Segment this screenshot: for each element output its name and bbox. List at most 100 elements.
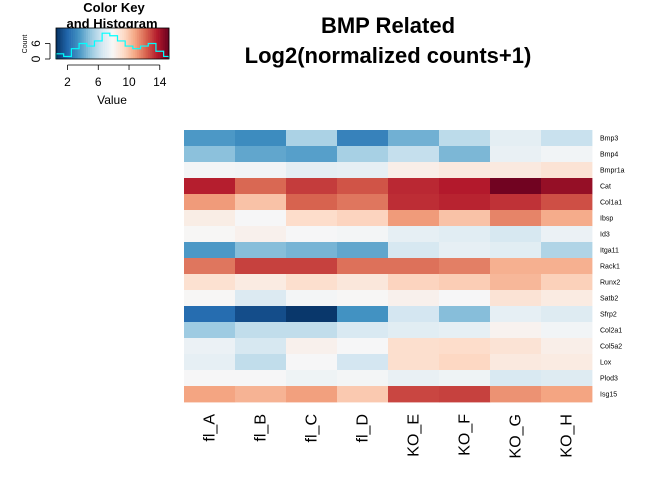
heatmap-cell-Col5a2-KO_F [439, 338, 491, 355]
heatmap-cell-Runx2-KO_G [490, 274, 542, 291]
heatmap-cell-Itga11-fl_A [184, 242, 236, 259]
heatmap-cell-Itga11-KO_F [439, 242, 491, 259]
heatmap-cell-Plod3-fl_D [337, 370, 389, 387]
color-key-x-label: Value [97, 93, 127, 107]
heatmap-cell-Col2a1-fl_D [337, 322, 389, 339]
color-key-y-label: Count [22, 35, 29, 54]
heatmap-cell-Itga11-fl_B [235, 242, 287, 259]
heatmap-cell-Col5a2-fl_C [286, 338, 338, 355]
heatmap-cell-Isg15-KO_G [490, 386, 542, 403]
heatmap-cell-Isg15-KO_E [388, 386, 440, 403]
heatmap-cell-Rack1-KO_G [490, 258, 542, 275]
heatmap-cell-Bmp3-KO_F [439, 130, 491, 147]
heatmap-cell-Id3-fl_A [184, 226, 236, 243]
color-key-swatch [72, 28, 76, 59]
heatmap-cell-Id3-KO_G [490, 226, 542, 243]
heatmap-cell-Ibsp-KO_E [388, 210, 440, 227]
heatmap-cell-Runx2-fl_B [235, 274, 287, 291]
color-key-swatch [146, 28, 149, 59]
color-key-x-tick-label: 6 [95, 75, 102, 89]
heatmap-cell-Satb2-fl_B [235, 290, 287, 307]
heatmap-cell-Itga11-fl_D [337, 242, 389, 259]
heatmap-cell-Sfrp2-fl_B [235, 306, 287, 323]
heatmap-cell-Bmp4-fl_D [337, 146, 389, 163]
heatmap-cell-Col5a2-fl_A [184, 338, 236, 355]
heatmap-cell-Runx2-KO_E [388, 274, 440, 291]
color-key: Color Key and Histogram 2 6 10 14 06 Value … [22, 0, 170, 107]
heatmap-cell-Sfrp2-fl_C [286, 306, 338, 323]
heatmap-cell-Isg15-fl_B [235, 386, 287, 403]
heatmap-row-labels: Bmp3 Bmp4 Bmpr1a Cat Col1a1 Ibsp Id3 Itga11 Rack… [600, 136, 625, 399]
heatmap-cell-Sfrp2-KO_H [541, 306, 593, 323]
column-label-KO_G: KO_G [508, 414, 525, 458]
heatmap-cell-Col1a1-fl_D [337, 194, 389, 211]
color-key-swatch [159, 28, 162, 59]
color-key-swatch [125, 28, 128, 59]
heatmap-cells [184, 130, 593, 403]
heatmap-cell-Ibsp-KO_G [490, 210, 542, 227]
color-key-swatch [131, 28, 134, 59]
heatmap-cell-Col2a1-fl_C [286, 322, 338, 339]
color-key-swatch [167, 28, 170, 59]
color-key-swatch [69, 28, 72, 59]
color-key-swatch [138, 28, 142, 59]
column-label-fl_C: fl_C [304, 414, 321, 442]
row-label-Itga11: Itga11 [600, 248, 619, 255]
row-label-Isg15: Isg15 [600, 392, 617, 399]
heatmap-cell-Sfrp2-KO_F [439, 306, 491, 323]
heatmap-cell-Sfrp2-KO_E [388, 306, 440, 323]
heatmap-cell-Bmp4-fl_B [235, 146, 287, 163]
color-key-swatch [155, 28, 158, 59]
color-key-x-tick-label: 14 [153, 75, 167, 89]
heatmap-cell-Bmpr1a-fl_C [286, 162, 338, 179]
color-key-swatch [95, 28, 98, 59]
color-key-swatch [142, 28, 145, 59]
heatmap-cell-Bmp3-fl_D [337, 130, 389, 147]
heatmap-cell-Bmp4-fl_A [184, 146, 236, 163]
color-key-y-tick-label: 0 [29, 55, 43, 62]
color-key-histogram [55, 32, 170, 59]
heatmap-cell-Satb2-KO_F [439, 290, 491, 307]
heatmap-cell-Bmp4-KO_E [388, 146, 440, 163]
row-label-Col5a2: Col5a2 [600, 344, 622, 351]
heatmap-cell-Bmpr1a-KO_H [541, 162, 593, 179]
heatmap-cell-Sfrp2-fl_A [184, 306, 236, 323]
heatmap-cell-Col2a1-KO_F [439, 322, 491, 339]
color-key-swatch [89, 28, 93, 59]
heatmap-cell-Bmpr1a-KO_F [439, 162, 491, 179]
heatmap-cell-Lox-fl_C [286, 354, 338, 371]
column-label-KO_E: KO_E [406, 414, 423, 457]
heatmap-cell-Bmp4-KO_F [439, 146, 491, 163]
row-label-Col2a1: Col2a1 [600, 328, 622, 335]
heatmap-cell-Plod3-KO_F [439, 370, 491, 387]
heatmap-cell-Col5a2-fl_B [235, 338, 287, 355]
color-key-swatch [165, 28, 168, 59]
heatmap-cell-Satb2-fl_C [286, 290, 338, 307]
heatmap-cell-Cat-KO_H [541, 178, 593, 195]
heatmap-cell-Ibsp-fl_A [184, 210, 236, 227]
color-key-swatch [112, 28, 115, 59]
heatmap-cell-Bmp3-fl_A [184, 130, 236, 147]
color-key-swatch [103, 28, 106, 59]
heatmap-cell-Runx2-KO_F [439, 274, 491, 291]
heatmap-cell-Itga11-KO_G [490, 242, 542, 259]
color-key-swatch [57, 28, 61, 59]
heatmap-cell-Bmpr1a-fl_D [337, 162, 389, 179]
color-key-swatch [99, 28, 102, 59]
heatmap-cell-Isg15-KO_H [541, 386, 593, 403]
color-key-title-line1: Color Key [83, 0, 145, 15]
heatmap-cell-Bmp3-KO_G [490, 130, 542, 147]
heatmap-cell-Cat-KO_E [388, 178, 440, 195]
heatmap-cell-Satb2-fl_A [184, 290, 236, 307]
heatmap-cell-Bmpr1a-KO_G [490, 162, 542, 179]
heatmap-cell-Id3-KO_H [541, 226, 593, 243]
heatmap-cell-Lox-fl_D [337, 354, 389, 371]
row-label-Plod3: Plod3 [600, 376, 618, 383]
color-key-x-axis: 2 6 10 14 [64, 64, 167, 89]
color-key-swatch [106, 28, 110, 59]
color-key-swatch [135, 28, 138, 59]
heatmap-cell-Bmp3-KO_E [388, 130, 440, 147]
heatmap-cell-Satb2-fl_D [337, 290, 389, 307]
heatmap-cell-Ibsp-fl_D [337, 210, 389, 227]
heatmap-cell-Cat-fl_D [337, 178, 389, 195]
